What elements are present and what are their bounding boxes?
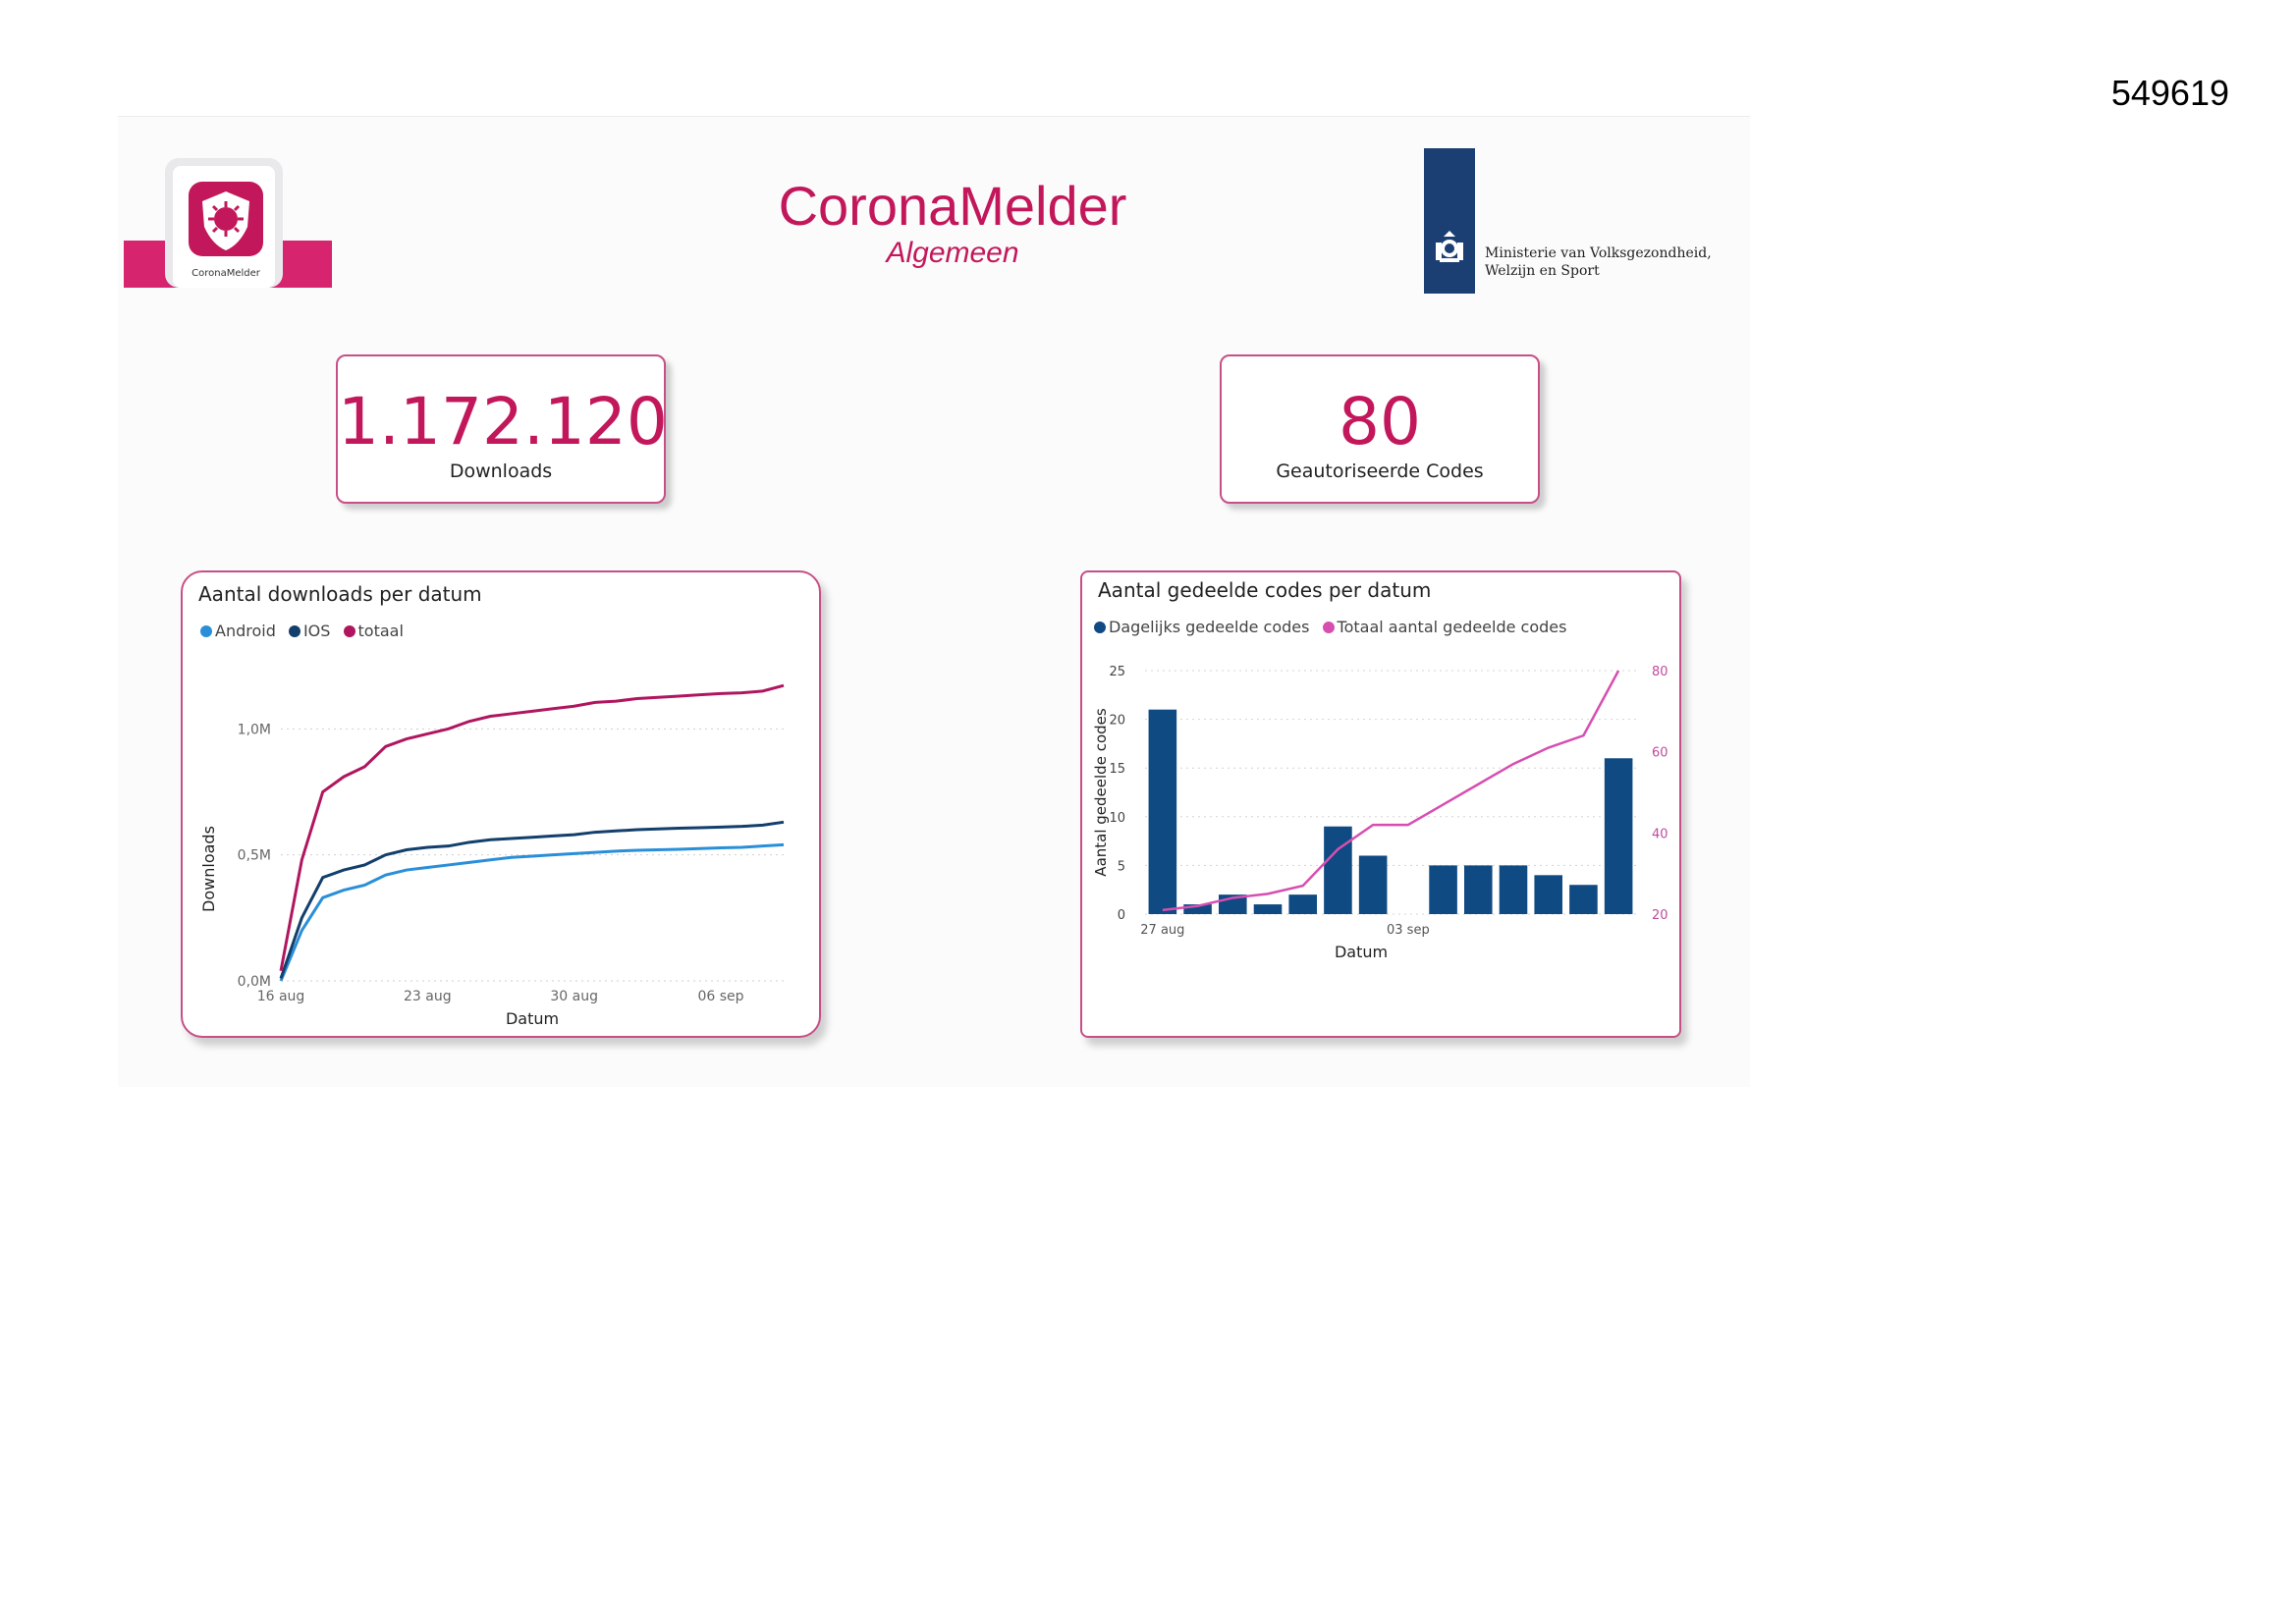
codes-bar (1499, 865, 1528, 914)
coronamelder-app-logo: CoronaMelder (124, 158, 332, 288)
kpi-downloads-label: Downloads (449, 460, 553, 482)
legend-dot-android (200, 625, 212, 637)
legend-item-ios[interactable]: IOS (288, 622, 331, 640)
legend-label-totaal: totaal (357, 622, 404, 640)
downloads-line-chart: 0,0M 0,5M 1,0M 16 aug 23 aug 30 aug 06 sep Datu… (199, 683, 785, 1028)
codes-bar (1464, 865, 1493, 914)
legend-item-android[interactable]: Android (200, 622, 276, 640)
ministry-name-line2: Welzijn en Sport (1485, 263, 1600, 279)
codes-bar (1324, 826, 1352, 914)
legend-label-ios: IOS (302, 622, 331, 640)
ministry-emblem-bar (1424, 148, 1475, 294)
document-number: 549619 (2110, 73, 2229, 113)
downloads-chart-card: Aantal downloads per datum Android IOS t… (181, 570, 821, 1038)
codes-y-tick: 20 (1109, 714, 1125, 729)
downloads-y-tick: 0,5M (238, 848, 271, 864)
codes-y-tick: 5 (1118, 859, 1125, 874)
legend-item-daily-codes[interactable]: Dagelijks gedeelde codes (1094, 618, 1309, 636)
codes-bar (1604, 758, 1633, 914)
ministry-logo: Ministerie van Volksgezondheid, Welzijn … (1424, 148, 1719, 296)
codes-x-tick: 03 sep (1387, 923, 1430, 938)
codes-x-axis-label: Datum (1335, 943, 1388, 961)
ministry-name-line1: Ministerie van Volksgezondheid, (1485, 245, 1712, 261)
page-title: CoronaMelder (778, 175, 1127, 237)
dashboard-slide: CoronaMelder CoronaMelder Algemeen Minis… (118, 116, 1750, 1087)
legend-label-total-codes: Totaal aantal gedeelde codes (1337, 618, 1567, 636)
legend-label-daily-codes: Dagelijks gedeelde codes (1109, 618, 1310, 636)
downloads-y-tick: 0,0M (238, 974, 271, 990)
codes-y-tick: 10 (1109, 811, 1125, 826)
downloads-x-tick: 16 aug (257, 989, 305, 1004)
codes-bar (1429, 865, 1457, 914)
codes-y-tick: 25 (1109, 665, 1125, 679)
downloads-y-tick: 1,0M (238, 722, 271, 737)
downloads-series-line-android (279, 842, 785, 982)
codes-x-tick: 27 aug (1140, 923, 1184, 938)
codes-bar (1253, 904, 1283, 914)
downloads-series-line-totaal (279, 683, 785, 972)
kpi-downloads-card: 1.172.120 Downloads (336, 354, 668, 504)
codes-bar (1183, 904, 1212, 914)
codes-total-line (1162, 670, 1620, 912)
codes-bar (1288, 894, 1317, 914)
legend-dot-daily-codes (1094, 622, 1106, 633)
downloads-x-tick: 23 aug (404, 989, 452, 1004)
codes-y2-tick: 40 (1652, 827, 1668, 841)
page-subtitle: Algemeen (886, 237, 1019, 269)
codes-y2-tick: 60 (1652, 746, 1668, 761)
codes-chart-legend: Dagelijks gedeelde codes Totaal aantal g… (1094, 618, 1574, 636)
app-logo-label: CoronaMelder (191, 268, 261, 279)
legend-dot-totaal (343, 625, 355, 637)
codes-bar (1569, 885, 1598, 914)
legend-label-android: Android (215, 622, 276, 640)
codes-bar (1358, 855, 1388, 914)
kpi-codes-label: Geautoriseerde Codes (1276, 460, 1484, 482)
codes-y-axis-label: Aantal gedeelde codes (1092, 708, 1110, 877)
codes-bar (1148, 709, 1177, 914)
codes-combo-chart: 0 5 10 15 20 25 20 40 60 80 27 aug 03 sep Datum Aanta… (1092, 665, 1668, 961)
kpi-downloads-value: 1.172.120 (338, 384, 668, 460)
downloads-series-line-ios (279, 820, 785, 979)
legend-dot-ios (288, 625, 301, 637)
codes-chart-card: Aantal gedeelde codes per datum Dagelijk… (1080, 570, 1681, 1038)
codes-y-tick: 0 (1118, 908, 1125, 923)
legend-item-totaal[interactable]: totaal (343, 622, 404, 640)
downloads-x-tick: 30 aug (550, 989, 598, 1004)
kpi-codes-card: 80 Geautoriseerde Codes (1220, 354, 1540, 504)
legend-dot-total-codes (1322, 622, 1335, 633)
codes-chart-title: Aantal gedeelde codes per datum (1098, 578, 1432, 602)
codes-bar (1534, 875, 1562, 914)
downloads-chart-legend: Android IOS totaal (200, 622, 411, 640)
legend-item-total-codes[interactable]: Totaal aantal gedeelde codes (1322, 618, 1567, 636)
downloads-y-axis-label: Downloads (199, 826, 218, 912)
downloads-chart-title: Aantal downloads per datum (198, 582, 482, 606)
kpi-codes-value: 80 (1339, 384, 1421, 460)
downloads-x-axis-label: Datum (506, 1009, 559, 1028)
codes-y2-tick: 80 (1652, 665, 1668, 679)
codes-y-tick: 15 (1109, 762, 1125, 777)
ministry-name: Ministerie van Volksgezondheid, Welzijn … (1485, 244, 1712, 280)
downloads-x-tick: 06 sep (697, 989, 743, 1004)
codes-y2-tick: 20 (1652, 908, 1668, 923)
